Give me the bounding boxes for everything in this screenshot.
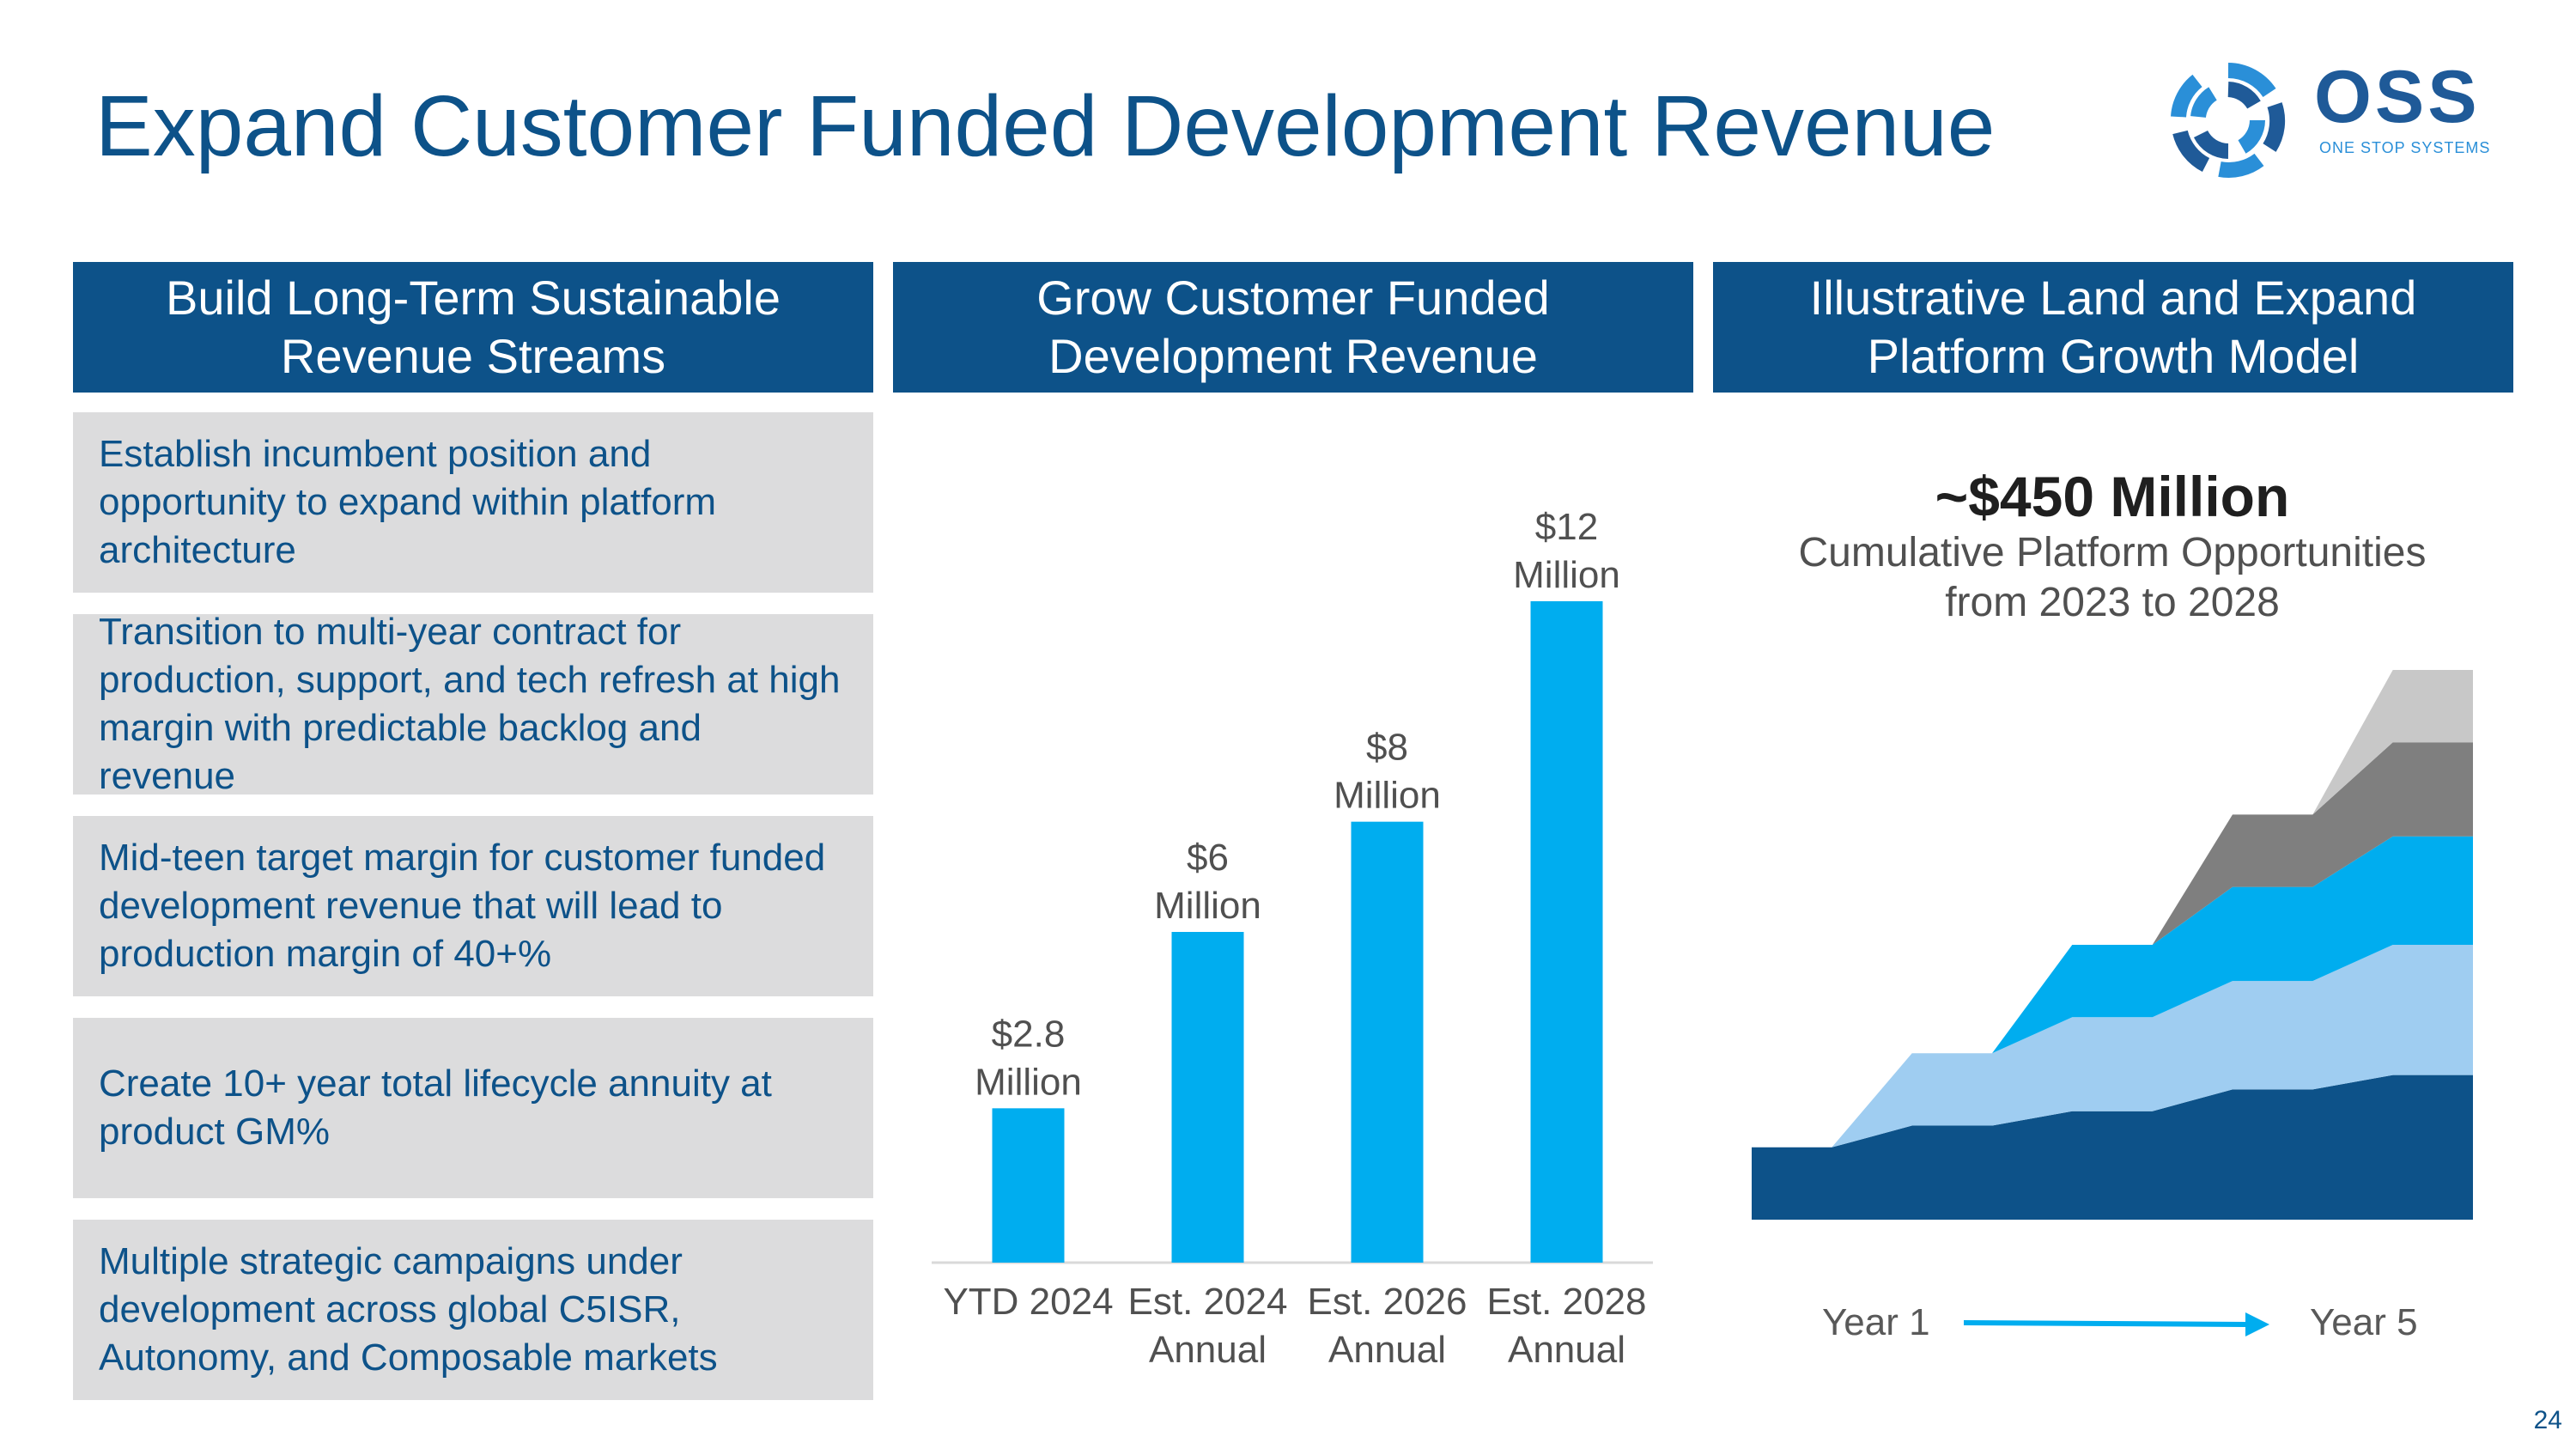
- header-line: Development Revenue: [1048, 329, 1538, 383]
- data-label: Million: [1334, 775, 1441, 817]
- logo-tagline: ONE STOP SYSTEMS: [2319, 139, 2491, 156]
- axis-end-label: Year 5: [2310, 1301, 2418, 1343]
- category-label: Annual: [1328, 1329, 1446, 1371]
- bar: [1171, 932, 1244, 1263]
- point-box: Mid-teen target margin for customer fund…: [73, 816, 873, 996]
- axis-start-label: Year 1: [1822, 1301, 1930, 1343]
- area-layer: [1752, 1075, 2473, 1220]
- point-box: Multiple strategic campaigns under devel…: [73, 1220, 873, 1400]
- page-title: Expand Customer Funded Development Reven…: [95, 78, 1996, 174]
- logo-ring-icon: [2171, 63, 2286, 178]
- growth-subtitle-line: from 2023 to 2028: [1945, 580, 2280, 625]
- area-layer: [1752, 670, 2473, 1148]
- point-text: Multiple strategic campaigns under devel…: [99, 1240, 718, 1379]
- data-label: Million: [975, 1061, 1082, 1103]
- point-text: Establish incumbent position and opportu…: [99, 433, 717, 571]
- oss-logo: OSS ONE STOP SYSTEMS: [2168, 56, 2520, 180]
- point-box: Establish incumbent position and opportu…: [73, 412, 873, 593]
- category-label: YTD 2024: [943, 1281, 1113, 1323]
- growth-area-chart: [1752, 670, 2473, 1220]
- data-label: $2.8: [992, 1013, 1066, 1055]
- bar: [1351, 821, 1424, 1263]
- point-text: Mid-teen target margin for customer fund…: [99, 837, 826, 975]
- bar: [992, 1108, 1065, 1263]
- column-header-development-revenue: Grow Customer Funded Development Revenue: [893, 262, 1693, 393]
- data-label: $6: [1187, 837, 1229, 879]
- category-label: Annual: [1149, 1329, 1267, 1371]
- area-layer: [1752, 742, 2473, 1148]
- arrow-right-icon: [1963, 1312, 2269, 1336]
- revenue-bar-chart: $2.8 Million YTD 2024 $6 Million Est. 2024 Ann…: [932, 506, 1653, 1371]
- category-label: Annual: [1508, 1329, 1625, 1371]
- header-line: Platform Growth Model: [1867, 329, 2360, 383]
- category-label: Est. 2024: [1128, 1281, 1288, 1323]
- page-number: 24: [2533, 1406, 2562, 1434]
- header-line: Grow Customer Funded: [1036, 271, 1550, 325]
- data-label: Million: [1154, 885, 1261, 927]
- area-layer: [1752, 945, 2473, 1148]
- header-line: Illustrative Land and Expand: [1809, 271, 2417, 325]
- column-header-growth-model: Illustrative Land and Expand Platform Gro…: [1713, 262, 2513, 393]
- category-label: Est. 2028: [1487, 1281, 1647, 1323]
- bar: [1530, 601, 1603, 1263]
- growth-subtitle-line: Cumulative Platform Opportunities: [1798, 530, 2427, 575]
- area-layer: [1752, 836, 2473, 1148]
- header-line: Build Long-Term Sustainable: [166, 271, 781, 325]
- point-box: Transition to multi-year contract for pr…: [73, 611, 873, 797]
- growth-subtitle: Cumulative Platform Opportunities from 2…: [1709, 528, 2516, 628]
- point-box: Create 10+ year total lifecycle annuity …: [73, 1018, 873, 1198]
- data-label: Million: [1513, 554, 1620, 596]
- category-label: Est. 2026: [1308, 1281, 1467, 1323]
- point-text: Create 10+ year total lifecycle annuity …: [99, 1062, 772, 1153]
- point-text: Transition to multi-year contract for pr…: [99, 611, 841, 797]
- header-line: Revenue Streams: [280, 329, 666, 383]
- data-label: $12: [1535, 506, 1598, 548]
- data-label: $8: [1366, 727, 1408, 769]
- logo-wordmark: OSS: [2314, 56, 2481, 138]
- growth-headline: ~$450 Million: [1935, 465, 2290, 528]
- column-header-revenue-streams: Build Long-Term Sustainable Revenue Strea…: [73, 262, 873, 393]
